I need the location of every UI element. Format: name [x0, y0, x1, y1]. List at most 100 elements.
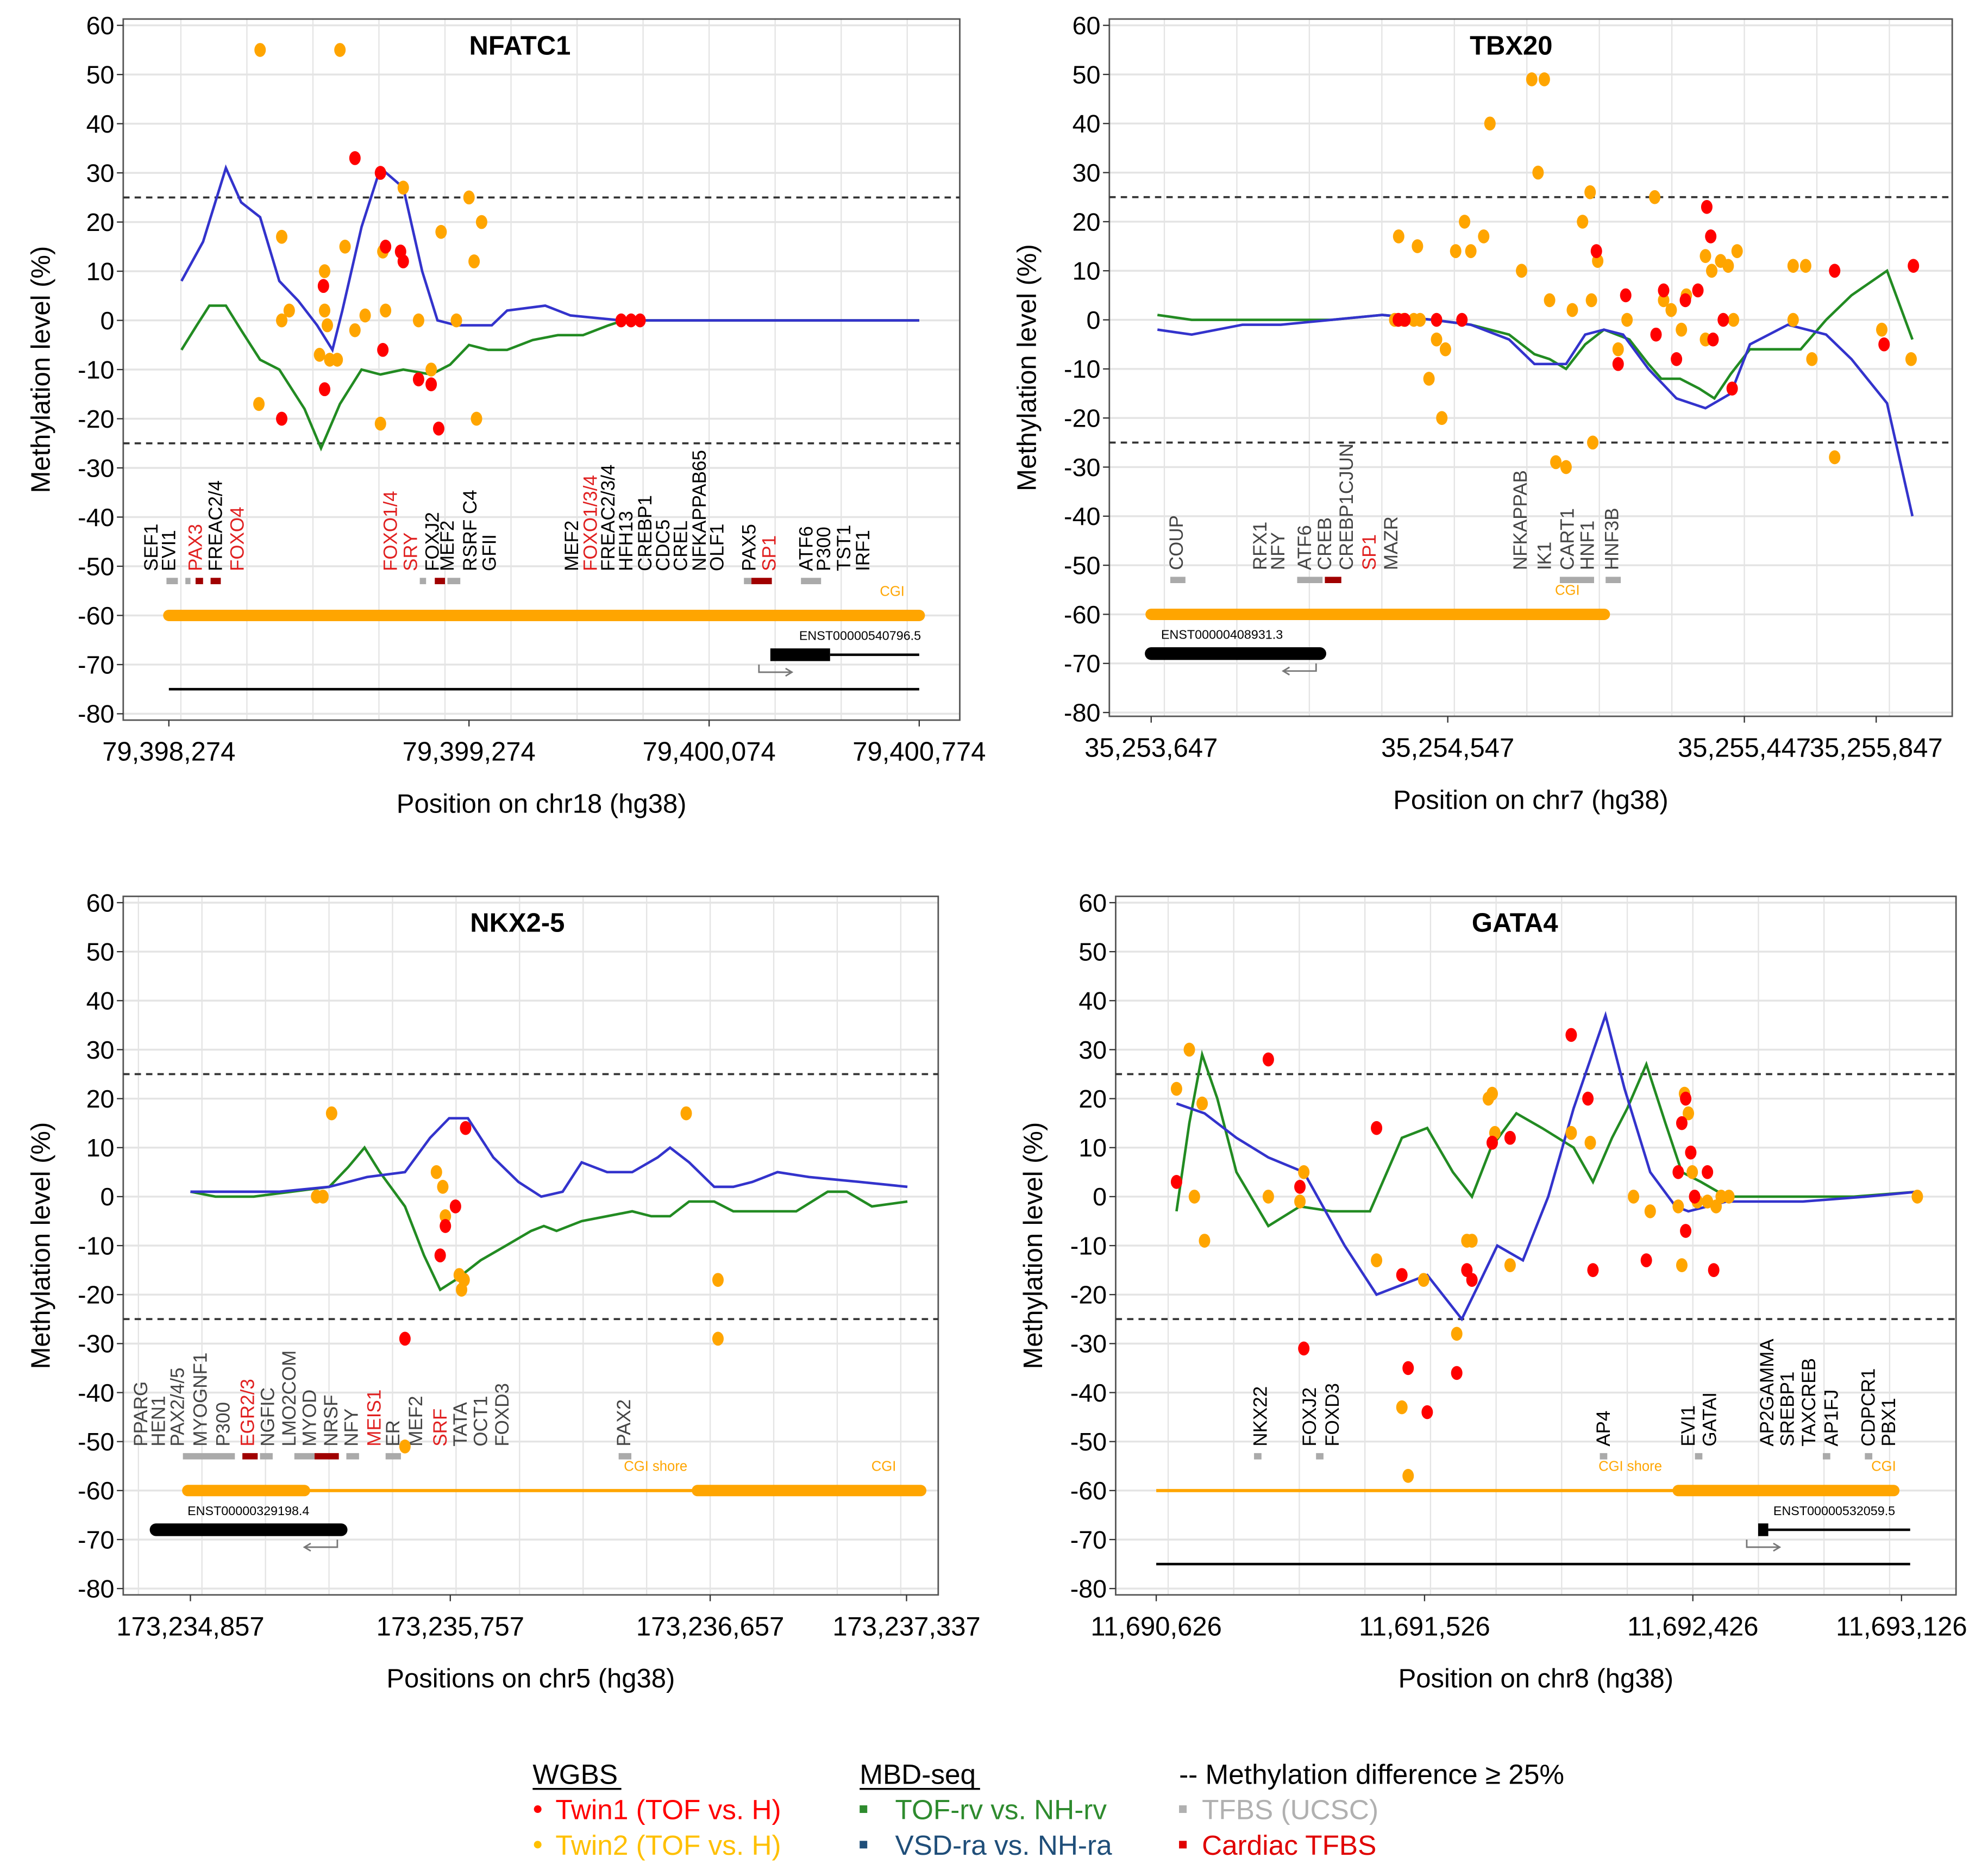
tfbs-label: TST1: [833, 524, 855, 571]
twin1-point: [412, 372, 424, 386]
tfbs-label: HEN1: [148, 1396, 170, 1446]
y-tick-label: 30: [1073, 159, 1101, 187]
twin1-point: [1707, 332, 1719, 347]
twin1-point: [399, 1331, 411, 1346]
twin2-point: [339, 239, 351, 254]
x-tick-label: 173,237,337: [832, 1612, 980, 1641]
y-tick-label: -70: [78, 651, 114, 679]
twin1-point: [1726, 381, 1738, 396]
y-tick-label: 0: [101, 1183, 115, 1211]
x-tick-label: 173,236,657: [636, 1612, 784, 1641]
twin1-point: [1829, 264, 1841, 278]
y-tick-label: 40: [86, 110, 115, 138]
tfbs-label: FREAC2/4: [205, 480, 227, 571]
x-axis-label: Position on chr8 (hg38): [1399, 1664, 1673, 1693]
y-tick-label: -60: [78, 1477, 114, 1505]
twin1-point: [1701, 199, 1713, 214]
y-tick-label: 0: [1093, 1183, 1107, 1211]
legend-item: Twin1 (TOF vs. H): [555, 1794, 781, 1825]
twin2-point: [1526, 72, 1538, 86]
tof-rv-line: [190, 1145, 908, 1292]
gene-transcript-label: ENST00000408931.3: [1161, 628, 1283, 642]
tfbs-label: FREAC2/3/4: [598, 465, 619, 571]
twin2-point: [1188, 1190, 1200, 1204]
twin2-point: [1676, 1258, 1688, 1272]
legend-heading-wgbs: WGBS: [532, 1759, 618, 1790]
tfbs-label: SRF: [430, 1409, 451, 1447]
twin2-point: [1450, 244, 1462, 258]
twin2-point: [1706, 264, 1718, 278]
y-tick-label: -60: [78, 602, 114, 630]
twin2-point: [1628, 1190, 1640, 1204]
x-axis-label: Positions on chr5 (hg38): [386, 1664, 675, 1693]
vsd-ra-line: [180, 164, 919, 353]
twin2-point: [321, 318, 333, 333]
twin2-point: [1170, 1081, 1182, 1096]
twin2-point: [1538, 72, 1550, 86]
twin2-point: [1905, 352, 1917, 366]
twin1-point: [1708, 1263, 1720, 1277]
twin2-point: [283, 303, 295, 318]
y-tick-label: -10: [1064, 355, 1100, 383]
y-tick-label: -10: [78, 355, 114, 384]
y-axis-label: Methylation level (%): [1012, 244, 1042, 491]
twin2-point: [1371, 1253, 1383, 1267]
tfbs-label: CREL: [670, 521, 691, 571]
twin1-point: [1565, 1028, 1577, 1042]
twin1-point: [1170, 1175, 1182, 1189]
tfbs-label: HNF1: [1577, 521, 1598, 570]
gene-transcript-label: ENST00000532059.5: [1773, 1504, 1895, 1518]
panel-nkx2-5: 6050403020100-10-20-30-40-50-60-70-80173…: [27, 889, 981, 1693]
twin2-point: [1465, 244, 1477, 258]
tfbs-label: MEF2: [405, 1396, 427, 1446]
twin1-point: [374, 166, 386, 180]
y-tick-label: -40: [1070, 1379, 1107, 1407]
vsd-ra-line: [1176, 1011, 1918, 1322]
twin1-point: [1672, 1165, 1684, 1179]
y-tick-label: -20: [78, 1281, 114, 1309]
y-tick-label: 0: [1087, 306, 1101, 334]
y-tick-label: -80: [78, 700, 114, 728]
y-tick-label: 10: [86, 257, 115, 285]
twin2-point: [1294, 1194, 1306, 1209]
tfbs-label: OLF1: [707, 524, 728, 572]
twin2-point: [468, 254, 480, 268]
twin2-point: [1196, 1096, 1208, 1111]
legend: WGBS Twin1 (TOF vs. H) Twin2 (TOF vs. H) MB…: [532, 1759, 1564, 1861]
panel-title: TBX20: [1470, 31, 1552, 60]
y-tick-label: 30: [86, 1036, 115, 1064]
tfbs-label: NGFIC: [258, 1387, 279, 1447]
twin2-point: [1183, 1042, 1195, 1057]
y-tick-label: -10: [1070, 1231, 1107, 1260]
tfbs-label: FOXD3: [1322, 1383, 1343, 1447]
tfbs-label: MEIS1: [364, 1390, 385, 1447]
y-tick-label: -80: [78, 1574, 114, 1603]
twin1-point: [1717, 312, 1729, 327]
legend-item: TFBS (UCSC): [1202, 1794, 1378, 1825]
tfbs-label: RFX1: [1250, 522, 1271, 570]
x-tick-label: 79,400,074: [643, 737, 776, 767]
tfbs-label: IK1: [1534, 542, 1556, 571]
tfbs-label: FOXO1/3/4: [580, 475, 601, 571]
twin2-point: [712, 1331, 724, 1346]
twin1-point: [1620, 288, 1632, 303]
panel-title: NFATC1: [469, 31, 571, 60]
vsd-ra-line: [190, 1117, 908, 1198]
tfbs-label: AP4: [1593, 1411, 1614, 1447]
twin1-point: [1676, 1116, 1688, 1130]
tfbs-label: P300: [813, 527, 835, 571]
twin1-point: [397, 254, 409, 268]
twin2-point: [1560, 460, 1572, 474]
tfbs-label: HNF3B: [1601, 508, 1622, 570]
legend-heading-mbd: MBD-seq: [860, 1759, 976, 1790]
twin2-point: [399, 1439, 411, 1454]
twin2-point: [471, 411, 482, 426]
x-tick-label: 35,255,847: [1810, 734, 1943, 763]
twin1-point: [1504, 1130, 1516, 1145]
tfbs-label: CDC5: [653, 520, 674, 571]
twin2-point: [680, 1106, 692, 1121]
legend-dot-icon: [534, 1805, 542, 1813]
tof-rv-line: [1175, 1049, 1918, 1228]
y-tick-label: 50: [1078, 937, 1107, 966]
twin1-point: [432, 421, 444, 436]
